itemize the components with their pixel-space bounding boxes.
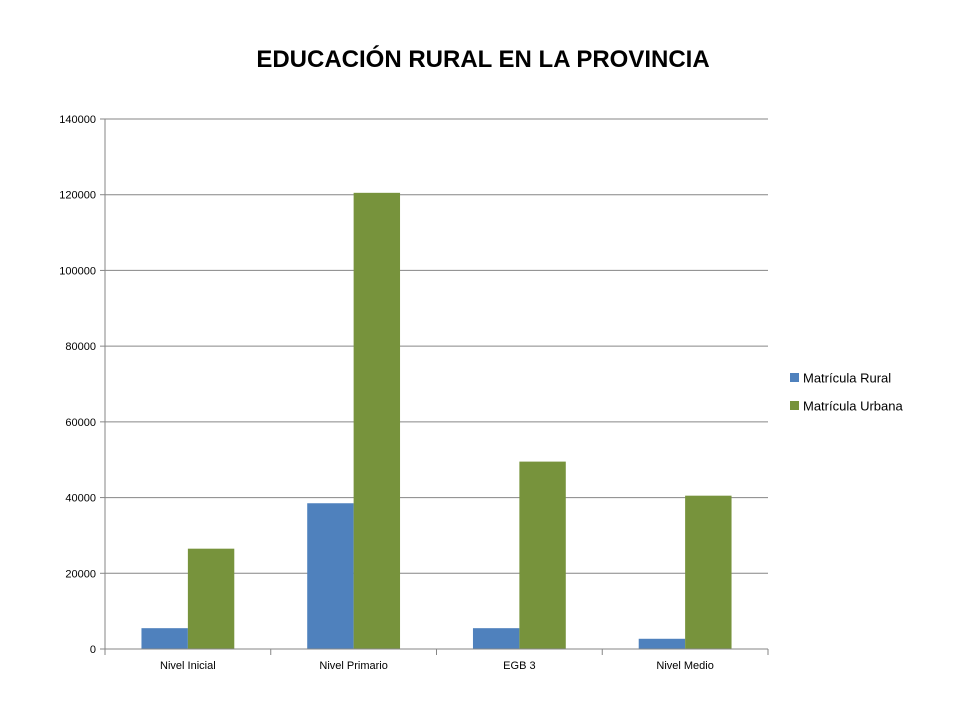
y-tick-label: 100000 [59,265,96,277]
y-tick-label: 20000 [65,568,96,580]
bar-rural [638,638,686,649]
legend-label: Matrícula Urbana [803,399,903,414]
y-tick-label: 40000 [65,493,96,505]
x-tick-label: EGB 3 [503,660,535,672]
bar-rural [141,628,188,649]
y-tick-label: 80000 [65,341,96,353]
bar-urbana [519,461,566,649]
x-tick-label: Nivel Primario [319,660,387,672]
bars [141,192,732,650]
legend-swatch [790,401,799,410]
y-tick-label: 120000 [59,190,96,202]
bar-urbana [685,495,732,649]
x-axis-ticks: Nivel Inicial Nivel Primario EGB 3 Nivel Me… [104,649,769,672]
legend-label: Matrícula Rural [803,371,891,386]
bar-urbana [353,192,401,650]
x-tick-label: Nivel Inicial [160,660,216,672]
y-tick-label: 60000 [65,417,96,429]
x-tick-label: Nivel Medio [656,660,713,672]
bar-rural [307,503,354,649]
chart-title: EDUCACIÓN RURAL EN LA PROVINCIA [256,45,709,73]
y-tick-label: 140000 [59,114,96,126]
bar-rural [472,628,520,649]
y-tick-label: 0 [90,644,96,656]
legend: Matrícula Rural Matrícula Urbana [790,371,903,414]
bar-urbana [187,548,235,649]
legend-swatch [790,373,799,382]
y-axis-ticks: 0 20000 40000 60000 80000 100000 120000 140000 [59,114,105,656]
